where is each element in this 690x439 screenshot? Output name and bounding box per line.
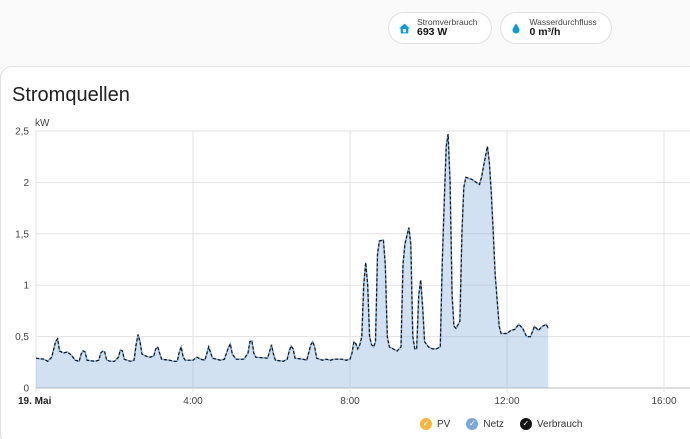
header-badges: Stromverbrauch 693 W Wasserdurchfluss 0 … — [388, 12, 612, 44]
check-icon: ✓ — [519, 418, 532, 430]
y-axis-unit: kW — [35, 118, 50, 129]
x-tick-label: 16:00 — [651, 396, 676, 407]
axis-ticks: 0 0,5 1 1,5 2 2,5 19. Mai 4:00 8:00 12:00 16:00 — [15, 127, 677, 408]
x-tick-label: 12:00 — [494, 396, 519, 407]
x-tick-label: 8:00 — [340, 396, 360, 407]
power-consumption-badge[interactable]: Stromverbrauch 693 W — [388, 12, 493, 44]
energy-sources-card — [0, 66, 690, 439]
verbrauch-line — [35, 134, 549, 363]
legend-label: Netz — [483, 418, 504, 430]
water-flow-badge[interactable]: Wasserdurchfluss 0 m³/h — [500, 12, 612, 44]
legend-item-pv[interactable]: ✓ PV — [420, 418, 450, 430]
card-title: Stromquellen — [12, 84, 130, 106]
legend-item-verbrauch[interactable]: ✓ Verbrauch — [519, 418, 583, 430]
badge-value: 0 m³/h — [529, 25, 561, 38]
x-tick-label: 19. Mai — [18, 396, 52, 407]
check-icon: ✓ — [466, 418, 479, 430]
check-icon: ✓ — [420, 418, 432, 430]
home-icon — [397, 21, 411, 35]
y-tick-label: 0 — [23, 384, 29, 395]
netz-area — [36, 134, 549, 388]
y-tick-label: 2 — [23, 178, 29, 189]
y-tick-label: 1 — [23, 281, 29, 292]
badge-label: Wasserdurchfluss — [529, 16, 597, 27]
y-tick-label: 1,5 — [15, 229, 29, 240]
y-tick-label: 0,5 — [15, 332, 29, 343]
x-tick-label: 4:00 — [183, 396, 203, 407]
legend-label: PV — [437, 418, 451, 430]
badge-label: Stromverbrauch — [417, 16, 478, 27]
legend-item-netz[interactable]: ✓ Netz — [466, 418, 504, 430]
chart-legend: ✓ PV ✓ Netz ✓ Verbrauch — [420, 418, 583, 430]
water-drop-icon — [509, 21, 523, 35]
y-tick-label: 2,5 — [15, 127, 29, 138]
legend-label: Verbrauch — [536, 418, 583, 430]
badge-value: 693 W — [417, 25, 448, 38]
